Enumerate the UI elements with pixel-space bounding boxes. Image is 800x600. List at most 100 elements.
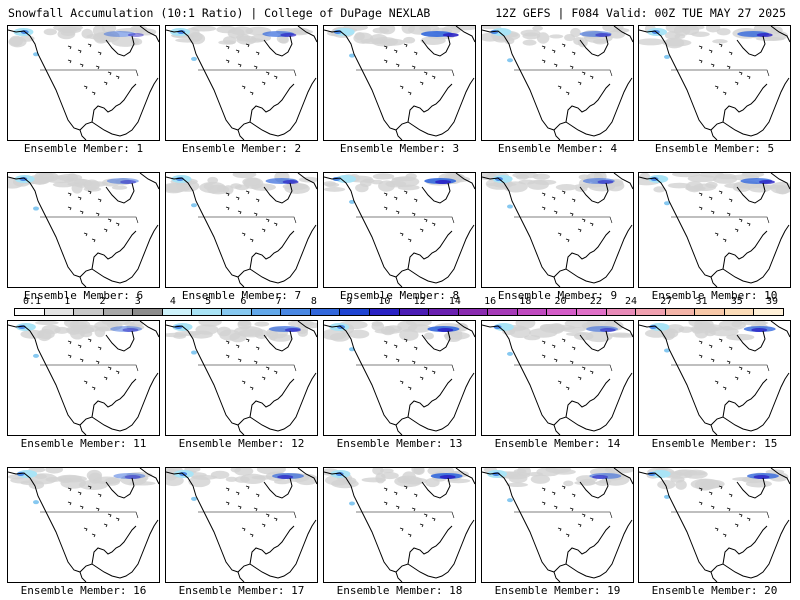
snowfall-map	[638, 172, 791, 288]
colorbar-swatch	[606, 309, 637, 315]
snowfall-map	[323, 320, 476, 436]
north-america-map-graphic	[166, 173, 317, 287]
ensemble-member-label: Ensemble Member: 16	[20, 584, 147, 597]
ensemble-panel: Ensemble Member: 17	[165, 467, 318, 597]
ensemble-member-label: Ensemble Member: 14	[494, 437, 621, 450]
ensemble-panel: Ensemble Member: 10	[638, 172, 791, 302]
colorbar-swatch	[133, 309, 163, 315]
colorbar-swatch	[15, 309, 45, 315]
colorbar-tick-label: 3	[134, 296, 141, 307]
ensemble-member-label: Ensemble Member: 7	[181, 289, 302, 302]
ensemble-member-label: Ensemble Member: 13	[336, 437, 463, 450]
north-america-map-graphic	[639, 468, 790, 582]
snowfall-map	[323, 25, 476, 141]
colorbar-tick-label: 12	[413, 296, 426, 307]
north-america-map-graphic	[324, 321, 475, 435]
colorbar-tick-label: 20	[554, 296, 567, 307]
colorbar-tick-label: 39	[765, 296, 779, 307]
north-america-map-graphic	[639, 173, 790, 287]
colorbar-swatch	[754, 309, 784, 315]
ensemble-member-label: Ensemble Member: 4	[497, 142, 618, 155]
ensemble-member-label: Ensemble Member: 18	[336, 584, 463, 597]
colorbar-tick-label: 24	[625, 296, 638, 307]
snowfall-map	[481, 467, 634, 583]
ensemble-panel: Ensemble Member: 20	[638, 467, 791, 597]
colorbar-swatch	[576, 309, 607, 315]
ensemble-panel: Ensemble Member: 3	[323, 25, 476, 155]
north-america-map-graphic	[482, 173, 633, 287]
snowfall-map	[481, 172, 634, 288]
ensemble-member-label: Ensemble Member: 10	[651, 289, 778, 302]
colorbar-swatch	[399, 309, 430, 315]
north-america-map-graphic	[324, 26, 475, 140]
colorbar-swatch	[74, 309, 104, 315]
north-america-map-graphic	[166, 321, 317, 435]
ensemble-member-label: Ensemble Member: 6	[23, 289, 144, 302]
colorbar-swatch	[192, 309, 223, 315]
colorbar-swatch	[369, 309, 400, 315]
snowfall-map	[7, 320, 160, 436]
colorbar-tick-label: 16	[484, 296, 497, 307]
snowfall-map	[165, 320, 318, 436]
colorbar-tick-label: 0.1	[22, 296, 42, 307]
colorbar-tick-label: 2	[99, 296, 106, 307]
map-title: Snowfall Accumulation (10:1 Ratio) | Col…	[8, 6, 431, 20]
colorbar-tick-label: 35	[730, 296, 743, 307]
colorbar-swatch	[251, 309, 282, 315]
snowfall-map	[323, 172, 476, 288]
colorbar-swatch	[340, 309, 370, 315]
snowfall-map	[7, 172, 160, 288]
north-america-map-graphic	[8, 173, 159, 287]
colorbar-tick-label: 6	[240, 296, 247, 307]
colorbar-tick-label: 10	[378, 296, 391, 307]
ensemble-member-label: Ensemble Member: 17	[178, 584, 305, 597]
colorbar-tick-label: 27	[660, 296, 673, 307]
colorbar-swatch	[162, 309, 193, 315]
colorbar-swatch	[695, 309, 725, 315]
north-america-map-graphic	[166, 468, 317, 582]
ensemble-member-label: Ensemble Member: 8	[339, 289, 460, 302]
colorbar-swatch	[310, 309, 341, 315]
ensemble-panel: Ensemble Member: 1	[7, 25, 160, 155]
snowfall-map	[7, 25, 160, 141]
colorbar-swatch	[222, 309, 252, 315]
colorbar-swatch	[636, 309, 666, 315]
colorbar-swatch	[103, 309, 134, 315]
colorbar-tick-labels: 0.1 1 2 3 4 5 6 7 8 9 10 12 14 16 18 20 22 24 27 31 35 39	[14, 296, 784, 307]
colorbar-swatch	[458, 309, 489, 315]
ensemble-member-label: Ensemble Member: 5	[654, 142, 775, 155]
north-america-map-graphic	[8, 26, 159, 140]
ensemble-panel: Ensemble Member: 7	[165, 172, 318, 302]
ensemble-member-label: Ensemble Member: 19	[494, 584, 621, 597]
north-america-map-graphic	[639, 26, 790, 140]
colorbar-tick-label: 18	[519, 296, 532, 307]
snowfall-map	[481, 25, 634, 141]
run-valid-time: 12Z GEFS | F084 Valid: 00Z TUE MAY 27 20…	[495, 6, 786, 20]
colorbar-tick-label: 14	[448, 296, 461, 307]
ensemble-member-label: Ensemble Member: 20	[651, 584, 778, 597]
ensemble-panel: Ensemble Member: 13	[323, 320, 476, 450]
colorbar-tick-label: 4	[169, 296, 176, 307]
ensemble-panel: Ensemble Member: 16	[7, 467, 160, 597]
colorbar-tick-label: 1	[64, 296, 71, 307]
snowfall-map	[638, 320, 791, 436]
ensemble-panel: Ensemble Member: 14	[481, 320, 634, 450]
north-america-map-graphic	[8, 468, 159, 582]
ensemble-panel: Ensemble Member: 2	[165, 25, 318, 155]
colorbar-tick-label: 31	[695, 296, 708, 307]
north-america-map-graphic	[166, 26, 317, 140]
ensemble-panel: Ensemble Member: 8	[323, 172, 476, 302]
colorbar-tick-label: 8	[310, 296, 317, 307]
colorbar-tick-label: 5	[205, 296, 212, 307]
ensemble-member-label: Ensemble Member: 12	[178, 437, 305, 450]
snowfall-map	[7, 467, 160, 583]
ensemble-panel: Ensemble Member: 15	[638, 320, 791, 450]
colorbar-tick-label: 9	[346, 296, 353, 307]
north-america-map-graphic	[482, 468, 633, 582]
ensemble-panel: Ensemble Member: 12	[165, 320, 318, 450]
ensemble-member-label: Ensemble Member: 1	[23, 142, 144, 155]
colorbar-swatch	[517, 309, 548, 315]
ensemble-member-label: Ensemble Member: 3	[339, 142, 460, 155]
colorbar-swatch	[44, 309, 75, 315]
colorbar-swatch	[429, 309, 459, 315]
